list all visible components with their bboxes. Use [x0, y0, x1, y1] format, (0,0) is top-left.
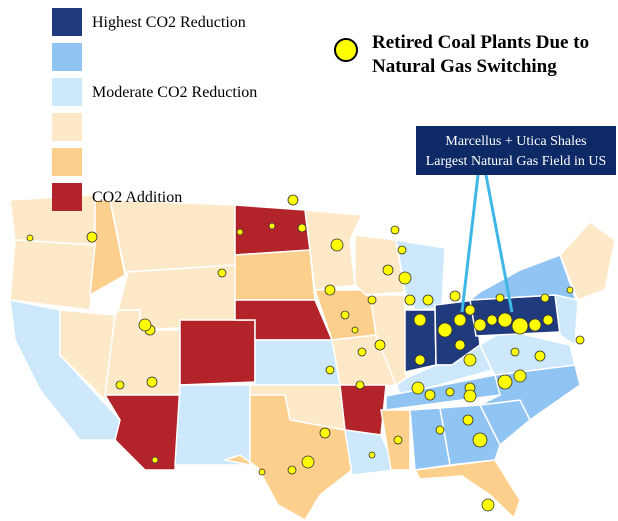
legend-swatch	[52, 78, 82, 106]
state	[413, 459, 521, 520]
state	[59, 309, 116, 402]
coal-plant	[397, 245, 407, 255]
callout-arrow	[460, 174, 480, 313]
coal-plant	[453, 313, 467, 327]
coal-plant	[437, 322, 453, 338]
legend-swatch	[52, 183, 82, 211]
callout-text: Marcellus + Utica Shales	[445, 134, 586, 149]
coal-plant	[411, 381, 425, 395]
coal-plant	[462, 414, 474, 426]
state	[174, 384, 251, 466]
coal-plant	[495, 293, 505, 303]
coal-plant	[511, 317, 529, 335]
state	[467, 254, 578, 302]
coal-plant	[464, 304, 476, 316]
coal-plant	[414, 354, 426, 366]
coal-plant	[351, 326, 359, 334]
marker-legend-symbol	[334, 38, 358, 62]
coal-plant	[575, 335, 585, 345]
coal-plant	[528, 318, 542, 332]
state	[354, 234, 406, 296]
coal-plant	[497, 374, 513, 390]
coal-plant	[510, 347, 520, 357]
state	[234, 249, 316, 301]
coal-plant	[424, 389, 436, 401]
coal-plant	[368, 451, 376, 459]
coal-plant	[566, 286, 574, 294]
states	[9, 194, 616, 521]
coal-plant	[301, 455, 315, 469]
coal-plant	[324, 284, 336, 296]
coal-plant	[422, 294, 434, 306]
coal-plant	[268, 222, 276, 230]
coal-plant	[445, 387, 455, 397]
coal-plant	[258, 468, 266, 476]
coal-plant	[542, 314, 554, 326]
coal-plants	[26, 194, 585, 512]
legend-swatch	[52, 43, 82, 71]
coal-plant	[486, 314, 498, 326]
coal-plant	[393, 435, 403, 445]
coal-plant	[151, 456, 159, 464]
coal-plant	[146, 376, 158, 388]
coal-plant	[449, 290, 461, 302]
coal-plant	[217, 268, 227, 278]
coal-plant	[287, 465, 297, 475]
state	[222, 394, 353, 521]
marker-legend-label: Natural Gas Switching	[372, 56, 557, 77]
callout-box	[416, 126, 616, 175]
legend-label: CO2 Addition	[92, 189, 182, 206]
coal-plant	[513, 369, 527, 383]
coal-plant	[357, 347, 367, 357]
coal-plant	[390, 225, 400, 235]
coal-plant	[138, 318, 152, 332]
coal-plant	[481, 498, 495, 512]
coal-plant	[473, 318, 487, 332]
coal-plant	[534, 350, 546, 362]
legend-label: Highest CO2 Reduction	[92, 14, 246, 31]
coal-plant	[404, 294, 416, 306]
state	[109, 199, 236, 273]
state	[439, 404, 501, 466]
coal-plant	[355, 380, 365, 390]
coal-plant	[367, 295, 377, 305]
coal-plant	[325, 365, 335, 375]
state	[103, 394, 181, 471]
coal-plant	[463, 389, 477, 403]
callout-arrow	[484, 174, 514, 313]
coal-plant	[540, 293, 550, 303]
state	[9, 239, 96, 311]
coal-plant	[382, 264, 394, 276]
state	[254, 339, 341, 386]
coal-plant	[115, 380, 125, 390]
coal-plant	[398, 271, 412, 285]
legend: Highest CO2 Reduction Moderate CO2 Reduct…	[52, 8, 257, 211]
coal-plant	[374, 339, 386, 351]
state	[339, 384, 387, 436]
state	[554, 294, 579, 347]
legend-swatch	[52, 113, 82, 141]
coal-plant	[340, 310, 350, 320]
coal-plant	[86, 231, 98, 243]
coal-plant	[26, 234, 34, 242]
coal-plant	[297, 223, 307, 233]
coal-plant	[236, 228, 244, 236]
coal-plant	[472, 432, 488, 448]
coal-plant	[463, 353, 477, 367]
coal-plant	[319, 427, 331, 439]
legend-swatch	[52, 8, 82, 36]
state	[179, 319, 256, 386]
marker-legend-label: Retired Coal Plants Due to	[372, 32, 589, 53]
legend-label: Moderate CO2 Reduction	[92, 84, 257, 101]
legend-swatch	[52, 148, 82, 176]
coal-plant	[435, 425, 445, 435]
coal-plant	[413, 313, 427, 327]
coal-plant	[287, 194, 299, 206]
coal-plant	[497, 312, 513, 328]
coal-plant	[454, 339, 466, 351]
state	[559, 221, 616, 301]
callout-text: Largest Natural Gas Field in US	[426, 154, 607, 169]
coal-plant	[330, 238, 344, 252]
